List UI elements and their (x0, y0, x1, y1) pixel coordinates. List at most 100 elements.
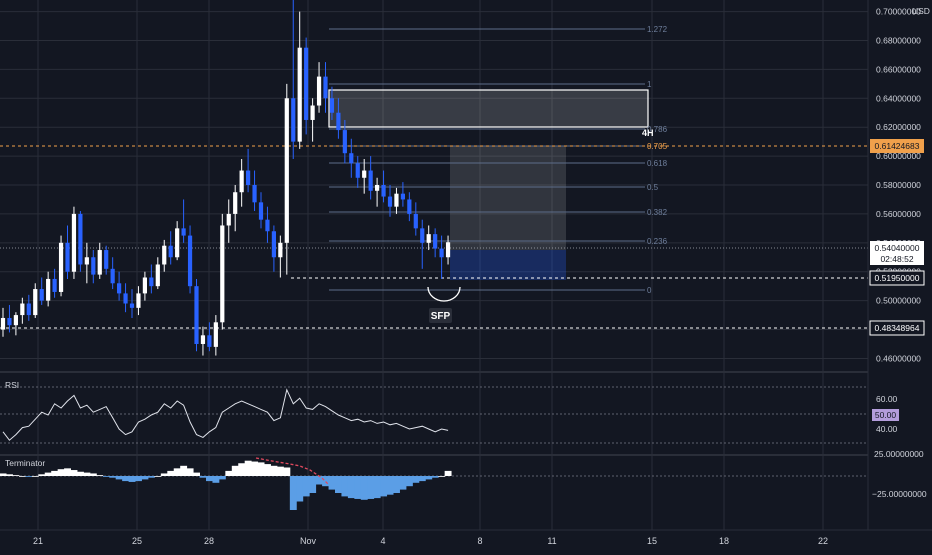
rsi-line[interactable] (2, 388, 449, 441)
price-axis[interactable]: USD 0.70000000 0.68000000 0.66000000 0.6400… (867, 0, 932, 550)
terminator-bar (38, 474, 46, 476)
candle-body[interactable] (110, 268, 115, 284)
candle-body[interactable] (52, 278, 57, 292)
candle-body[interactable] (316, 76, 322, 106)
candle-body[interactable] (129, 303, 135, 308)
candle-body[interactable] (349, 153, 354, 164)
candle-body[interactable] (71, 213, 77, 272)
candle-body[interactable] (284, 98, 289, 243)
candle-body[interactable] (304, 47, 309, 120)
candle-body[interactable] (78, 213, 83, 265)
candle-body[interactable] (381, 185, 386, 197)
fib-retracement[interactable]: 1.272 1 0.786 0.705 0.618 0.5 0.382 0.236 0 4H (328, 25, 668, 295)
candle-body[interactable] (336, 112, 341, 131)
candle-body[interactable] (291, 98, 296, 142)
candle-body[interactable] (400, 193, 405, 200)
candle-body[interactable] (420, 228, 425, 243)
candle-body[interactable] (65, 242, 70, 272)
candle-body[interactable] (323, 76, 328, 99)
terminator-bar (122, 476, 130, 482)
candle-body[interactable] (181, 228, 186, 236)
candle-body[interactable] (200, 335, 206, 344)
candle-body[interactable] (123, 293, 128, 304)
candle-body[interactable] (117, 283, 122, 294)
rsi-pane[interactable]: RSI (0, 380, 868, 444)
bottom-level-value: 0.48348964 (875, 323, 920, 333)
candle-body[interactable] (265, 219, 270, 232)
candle-body[interactable] (207, 335, 212, 347)
candle-body[interactable] (375, 185, 380, 191)
time-tick-label: 28 (204, 536, 214, 546)
candle-body[interactable] (258, 202, 264, 220)
candle-body[interactable] (246, 170, 251, 185)
time-tick-label: 4 (380, 536, 385, 546)
candle-body[interactable] (413, 213, 418, 229)
candle-body[interactable] (362, 170, 367, 178)
time-tick-label: 22 (818, 536, 828, 546)
candle-body[interactable] (33, 289, 38, 316)
candle-body[interactable] (194, 286, 199, 344)
candle-body[interactable] (97, 250, 102, 275)
terminator-red-line (255, 457, 329, 485)
candle-body[interactable] (394, 193, 399, 207)
time-tick-label: Nov (300, 536, 317, 546)
candle-body[interactable] (368, 170, 373, 191)
candle-body[interactable] (187, 235, 193, 287)
candle-body[interactable] (220, 225, 225, 323)
candle-body[interactable] (155, 264, 160, 287)
candle-body[interactable] (46, 278, 51, 301)
terminator-bar (212, 476, 220, 483)
candle-body[interactable] (387, 196, 393, 207)
candle-body[interactable] (20, 303, 25, 316)
candle-body[interactable] (310, 105, 315, 120)
candle-body[interactable] (439, 248, 444, 258)
candle-body[interactable] (84, 257, 89, 265)
target-zone[interactable] (450, 250, 566, 280)
candle-body[interactable] (342, 130, 347, 154)
candle-body[interactable] (226, 213, 231, 226)
fib-level-label: 0.618 (647, 159, 668, 168)
candle-body[interactable] (91, 257, 96, 275)
terminator-bar (386, 476, 394, 495)
candle-body[interactable] (426, 234, 431, 243)
candle-body[interactable] (213, 322, 218, 347)
time-tick-label: 15 (647, 536, 657, 546)
candle-body[interactable] (149, 277, 154, 287)
candle-body[interactable] (39, 289, 44, 301)
candle-body[interactable] (7, 317, 12, 326)
candle-body[interactable] (104, 250, 109, 269)
rsi-title[interactable]: RSI (5, 380, 19, 390)
candle-body[interactable] (355, 163, 360, 178)
candle-body[interactable] (271, 231, 276, 258)
terminator-title[interactable]: Terminator (5, 458, 45, 468)
candle-body[interactable] (168, 245, 173, 258)
candle-body[interactable] (13, 315, 18, 326)
candle-body[interactable] (297, 47, 302, 142)
candle-body[interactable] (142, 277, 147, 294)
terminator-pane[interactable]: Terminator (0, 457, 868, 510)
time-axis[interactable]: 21 25 28 Nov 4 8 11 15 18 22 (0, 529, 932, 550)
terminator-bar (347, 476, 355, 499)
candle-body[interactable] (433, 234, 438, 249)
candle-body[interactable] (162, 245, 167, 265)
supply-box[interactable] (328, 89, 649, 128)
candle-body[interactable] (445, 242, 451, 258)
candle-body[interactable] (407, 199, 412, 214)
candle-body[interactable] (239, 170, 244, 193)
stop-loss-zone[interactable] (450, 146, 566, 250)
candle-body[interactable] (175, 228, 180, 258)
candle-body[interactable] (233, 192, 238, 214)
candle-body[interactable] (278, 242, 283, 258)
terminator-bar (341, 476, 349, 497)
candle-body[interactable] (136, 293, 141, 308)
terminator-bar (89, 473, 97, 476)
vertical-grid (37, 0, 824, 530)
candle-body[interactable] (58, 242, 64, 292)
candle-body[interactable] (329, 98, 335, 113)
candle-body[interactable] (0, 317, 6, 330)
candle-body[interactable] (26, 303, 31, 316)
candlestick-series[interactable] (0, 0, 451, 356)
candle-body[interactable] (252, 185, 257, 203)
